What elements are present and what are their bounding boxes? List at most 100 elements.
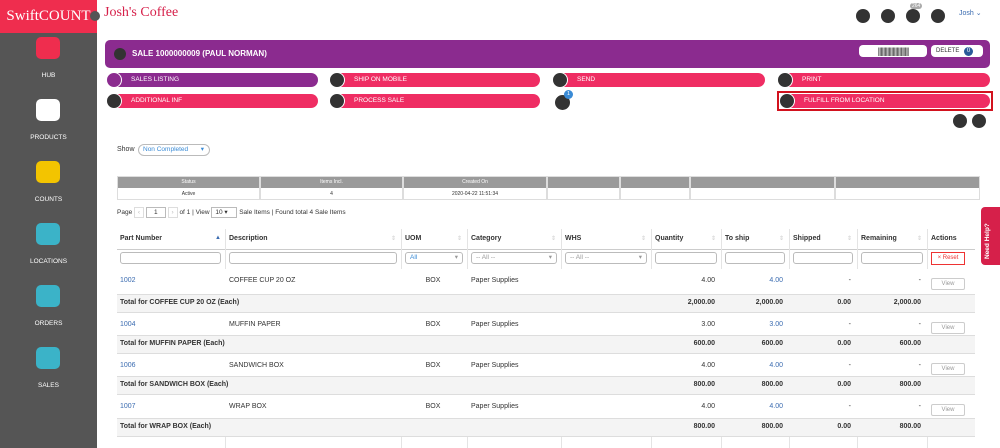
sidebar-icon[interactable] xyxy=(36,37,60,59)
item-part[interactable]: 1004 xyxy=(120,321,136,328)
reset-button[interactable]: × Reset xyxy=(931,252,965,265)
sidebar-label[interactable]: LOCATIONS xyxy=(29,258,68,265)
sidebar-label[interactable]: COUNTS xyxy=(34,196,63,203)
item-part[interactable]: 1006 xyxy=(120,362,136,369)
sort-icon: ⇕ xyxy=(847,236,853,242)
filter-input[interactable] xyxy=(120,252,221,264)
prev-button[interactable]: ‹ xyxy=(134,207,144,218)
view-select[interactable]: 10 ▾ xyxy=(211,207,238,218)
sidebar-label[interactable]: PRODUCTS xyxy=(30,134,67,141)
button-label: SEND xyxy=(577,76,596,83)
header-border xyxy=(117,249,975,250)
total-quantity: 2,000.00 xyxy=(687,299,715,306)
column-header[interactable]: To ship xyxy=(725,235,750,242)
column-header[interactable]: Remaining xyxy=(861,235,897,242)
sale-title: SALE 1000000009 (PAUL NORMAN) xyxy=(132,49,267,58)
notification-icon[interactable] xyxy=(906,9,920,23)
delete-button[interactable]: DELETE 0 xyxy=(931,45,983,57)
view-button[interactable]: View xyxy=(931,404,965,416)
total-to-ship: 800.00 xyxy=(761,423,783,430)
download-icon[interactable] xyxy=(856,9,870,23)
sidebar-icon[interactable] xyxy=(36,99,60,121)
filter-input[interactable]: -- All -- ▾ xyxy=(471,252,557,264)
sidebar-label[interactable]: ORDERS xyxy=(34,320,63,327)
page-summary: Sale Items | Found total 4 Sale Items xyxy=(239,209,346,217)
item-category: Paper Supplies xyxy=(471,321,519,328)
user-name: Josh xyxy=(959,10,974,17)
settings-icon[interactable] xyxy=(881,9,895,23)
ship-on-mobile-button[interactable]: SHIP ON MOBILE xyxy=(329,72,540,88)
sidebar-icon[interactable] xyxy=(36,161,60,183)
process-sale-button[interactable]: PROCESS SALE xyxy=(329,93,540,109)
print-button[interactable]: PRINT xyxy=(777,72,990,88)
additional-info-button[interactable]: ADDITIONAL INF xyxy=(106,93,318,109)
item-uom: BOX xyxy=(425,362,441,369)
total-row-bg xyxy=(117,376,975,395)
sort-icon: ⇕ xyxy=(917,236,923,242)
help-tab[interactable]: Need Help? xyxy=(981,207,1000,265)
view-button[interactable]: View xyxy=(931,322,965,334)
column-header[interactable]: Part Number xyxy=(120,235,163,242)
fulfill-from-location-button[interactable]: FULFILL FROM LOCATION xyxy=(779,93,990,109)
column-header[interactable]: Description xyxy=(229,235,268,242)
filter-input[interactable]: -- All -- ▾ xyxy=(565,252,647,264)
send-button[interactable]: SEND xyxy=(552,72,765,88)
chart-icon[interactable] xyxy=(972,114,986,128)
status-header-bg xyxy=(117,176,980,188)
button-label: PROCESS SALE xyxy=(354,97,405,104)
filter-input[interactable] xyxy=(229,252,397,264)
ship-badge: 1 xyxy=(564,90,573,99)
sales-listing-button[interactable]: SALES LISTING xyxy=(106,72,318,88)
item-part[interactable]: 1002 xyxy=(120,277,136,284)
item-shipped: - xyxy=(848,362,851,369)
page-label: Page xyxy=(117,209,133,217)
filter-input[interactable] xyxy=(655,252,717,264)
item-category: Paper Supplies xyxy=(471,362,519,369)
user-menu[interactable]: Josh ⌄ xyxy=(959,10,982,17)
button-label: SHIP ON MOBILE xyxy=(354,76,407,83)
filter-input[interactable]: All ▾ xyxy=(405,252,463,264)
sidebar-icon[interactable] xyxy=(36,285,60,307)
item-remaining: - xyxy=(918,321,921,328)
show-value: Non Completed xyxy=(143,146,189,153)
item-to-ship: 4.00 xyxy=(769,362,783,369)
item-part[interactable]: 1007 xyxy=(120,403,136,410)
sidebar-label[interactable]: SALES xyxy=(38,382,59,389)
caret: ▾ xyxy=(638,254,642,261)
filter-input[interactable] xyxy=(725,252,785,264)
sidebar-label[interactable]: HUB xyxy=(41,72,56,79)
show-select[interactable]: Non Completed ▾ xyxy=(138,144,210,156)
tag-icon[interactable] xyxy=(953,114,967,128)
item-description: WRAP BOX xyxy=(229,403,267,410)
total-remaining: 800.00 xyxy=(899,381,921,388)
item-row-bg xyxy=(117,269,975,294)
column-header[interactable]: UOM xyxy=(405,235,422,242)
status-value: 2020-04-22 11:51:34 xyxy=(451,191,499,197)
column-header[interactable]: Shipped xyxy=(793,235,821,242)
item-shipped: - xyxy=(848,321,851,328)
sort-icon: ⇕ xyxy=(641,236,647,242)
page-input[interactable]: 1 xyxy=(145,207,166,218)
column-header[interactable]: WHS xyxy=(565,235,582,242)
clipboard-icon[interactable] xyxy=(931,9,945,23)
next-button[interactable]: › xyxy=(167,207,178,218)
filter-input[interactable] xyxy=(793,252,853,264)
view-button[interactable]: View xyxy=(931,278,965,290)
view-button[interactable]: View xyxy=(931,363,965,375)
notification-badge: 264 xyxy=(910,3,923,9)
item-remaining: - xyxy=(918,362,921,369)
delete-label: DELETE xyxy=(936,48,960,54)
item-description: SANDWICH BOX xyxy=(229,362,284,369)
item-remaining: - xyxy=(918,277,921,284)
column-header[interactable]: Actions xyxy=(931,235,957,242)
brand[interactable]: SwiftCOUNT xyxy=(0,0,97,33)
filter-input[interactable] xyxy=(861,252,923,264)
column-header[interactable]: Category xyxy=(471,235,502,242)
sidebar-icon[interactable] xyxy=(36,223,60,245)
barcode-button[interactable]: ||||||||||||||||||||||| xyxy=(859,45,927,57)
status-col-border xyxy=(835,176,980,200)
total-shipped: 0.00 xyxy=(837,423,851,430)
column-header[interactable]: Quantity xyxy=(655,235,684,242)
sidebar-icon[interactable] xyxy=(36,347,60,369)
item-to-ship: 4.00 xyxy=(769,277,783,284)
